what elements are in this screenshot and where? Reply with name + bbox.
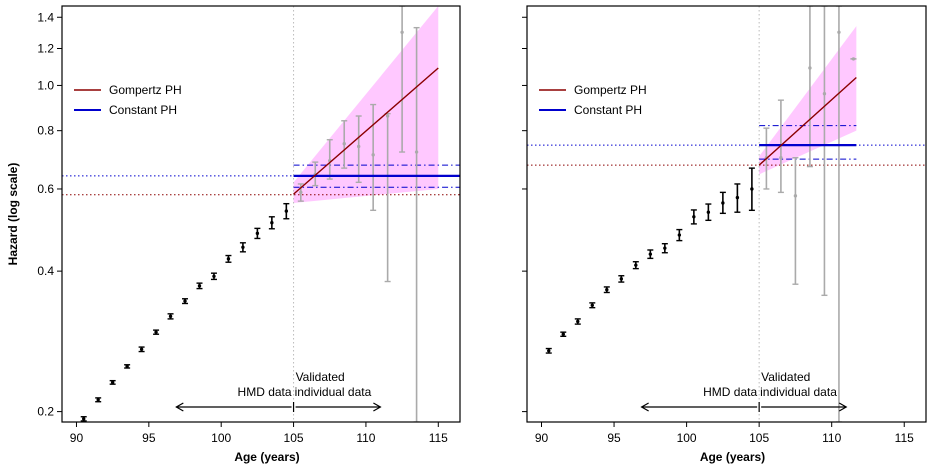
hmd-point bbox=[605, 287, 609, 292]
validated-point bbox=[414, 150, 419, 154]
validated-point bbox=[808, 66, 812, 70]
x-tick-label: 100 bbox=[211, 431, 231, 445]
hmd-point bbox=[226, 257, 231, 261]
legend-label-gompertz: Gompertz PH bbox=[574, 83, 647, 97]
y-tick-label: 0.2 bbox=[37, 405, 54, 419]
hmd-point bbox=[154, 330, 158, 334]
hmd-point bbox=[270, 220, 274, 225]
validated-point bbox=[299, 190, 303, 195]
x-tick-label: 90 bbox=[70, 431, 84, 445]
hmd-point bbox=[183, 299, 187, 303]
x-tick-label: 95 bbox=[607, 431, 621, 445]
y-tick-label: 1.0 bbox=[37, 78, 54, 92]
gompertz-ph-line bbox=[293, 67, 439, 195]
x-tick-label: 110 bbox=[356, 431, 375, 445]
hmd-point bbox=[110, 380, 115, 385]
y-tick-label: 0.6 bbox=[37, 182, 54, 196]
hmd-point bbox=[255, 231, 260, 236]
hmd-point bbox=[706, 210, 711, 214]
individual-data-label: individual data bbox=[295, 385, 372, 399]
x-tick-label: 95 bbox=[142, 431, 156, 445]
legend-label-constant: Constant PH bbox=[109, 103, 177, 117]
hmd-point bbox=[677, 233, 682, 237]
hmd-point bbox=[735, 195, 740, 200]
x-axis-label: Age (years) bbox=[700, 450, 765, 464]
validated-point bbox=[371, 153, 375, 157]
validated-arrow-head bbox=[838, 402, 848, 412]
hmd-point bbox=[168, 314, 173, 319]
legend: Gompertz PH Constant PH bbox=[539, 83, 647, 117]
plot-area bbox=[62, 6, 460, 422]
y-tick-label: 0.4 bbox=[37, 264, 54, 278]
x-tick-label: 115 bbox=[895, 431, 914, 445]
hmd-point bbox=[139, 347, 144, 351]
x-tick-label: 100 bbox=[677, 431, 697, 445]
hmd-point bbox=[663, 246, 667, 250]
validated-point bbox=[400, 30, 404, 34]
hmd-point bbox=[692, 215, 696, 219]
validated-point bbox=[793, 194, 798, 198]
hmd-arrow-head bbox=[175, 402, 184, 412]
hmd-arrow-head bbox=[640, 402, 649, 412]
validated-arrow-head bbox=[373, 402, 382, 412]
legend-label-gompertz: Gompertz PH bbox=[109, 83, 182, 97]
chart-panel-left: 90 95 100 105 110 115 0.2 0.4 0.6 0.8 1.0 1.2 1.4 Age… bbox=[6, 5, 461, 464]
y-tick-label: 1.2 bbox=[37, 42, 54, 56]
legend: Gompertz PH Constant PH bbox=[74, 83, 182, 117]
x-tick-label: 110 bbox=[822, 431, 841, 445]
hmd-point bbox=[96, 398, 100, 402]
x-tick-label: 105 bbox=[284, 431, 304, 445]
y-axis-label: Hazard (log scale) bbox=[6, 163, 20, 266]
individual-data-label: individual data bbox=[760, 385, 837, 399]
hmd-point bbox=[284, 209, 289, 213]
data-source-arrows bbox=[175, 402, 382, 412]
x-tick-label: 90 bbox=[535, 431, 549, 445]
plot-frame bbox=[526, 5, 927, 423]
y-tick-label: 0.8 bbox=[37, 124, 54, 138]
gompertz-ph-line bbox=[758, 76, 857, 166]
hmd-data-label: HMD data bbox=[238, 385, 292, 399]
y-tick-label: 1.4 bbox=[37, 10, 54, 24]
validated-point bbox=[385, 114, 390, 118]
hmd-point bbox=[721, 201, 725, 205]
plot-frame bbox=[61, 5, 461, 423]
validated-label: Validated bbox=[761, 370, 810, 384]
gompertz-confidence-band bbox=[759, 26, 857, 175]
legend-label-constant: Constant PH bbox=[574, 103, 642, 117]
hmd-data-label: HMD data bbox=[703, 385, 757, 399]
hmd-point bbox=[561, 332, 565, 336]
plot-area bbox=[527, 6, 926, 422]
validated-point bbox=[779, 156, 783, 160]
x-axis-label: Age (years) bbox=[234, 450, 299, 464]
hmd-point bbox=[212, 274, 216, 278]
validated-label: Validated bbox=[296, 370, 345, 384]
validated-point bbox=[851, 57, 856, 61]
hmd-point bbox=[197, 284, 202, 288]
hmd-point bbox=[634, 263, 638, 267]
hmd-point bbox=[82, 417, 86, 421]
hmd-point bbox=[241, 245, 245, 249]
data-source-arrows bbox=[640, 402, 848, 412]
x-tick-label: 115 bbox=[429, 431, 448, 445]
hmd-point bbox=[547, 349, 551, 353]
hmd-point bbox=[590, 303, 594, 307]
chart-panel-right: 90 95 100 105 110 115 Age (years) Gompertz PH Co… bbox=[522, 5, 927, 464]
hmd-point bbox=[125, 364, 129, 369]
hmd-point bbox=[750, 187, 754, 191]
validated-point bbox=[356, 144, 361, 149]
x-tick-label: 105 bbox=[749, 431, 769, 445]
validated-point bbox=[822, 92, 827, 96]
hmd-point bbox=[619, 277, 624, 281]
hmd-point bbox=[648, 252, 653, 256]
validated-point bbox=[342, 142, 346, 146]
validated-point bbox=[837, 30, 841, 34]
hmd-point bbox=[576, 319, 580, 324]
